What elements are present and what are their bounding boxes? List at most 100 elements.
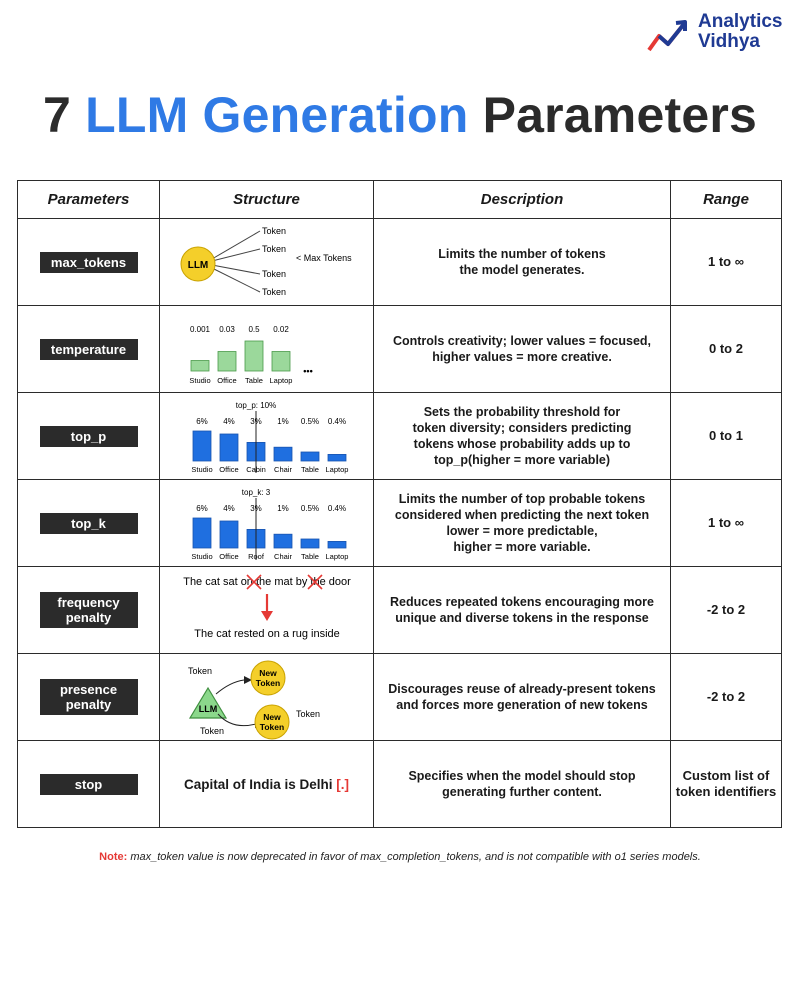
param-pill: top_k (39, 512, 138, 534)
table-header-row: Parameters Structure Description Range (17, 180, 782, 219)
bar-value-label: 6% (196, 417, 208, 426)
new-token-label: New (259, 668, 277, 678)
sentence-rewritten: The cat rested on a rug inside (194, 628, 340, 640)
description: Sets the probability threshold for token … (373, 392, 671, 480)
brand-name: Analytics Vidhya (698, 12, 782, 52)
probability-bar (192, 430, 212, 462)
new-token-node (254, 704, 290, 740)
probability-bar (273, 533, 293, 549)
bar-word-label: Studio (191, 552, 212, 561)
top-k-bars: Studio6%Office4%Roof3%Chair1%Table0.5%La… (191, 488, 348, 561)
param-pill: temperature (39, 338, 138, 360)
bar-word-label: Laptop (270, 376, 293, 385)
trend-arrow-icon (647, 20, 687, 52)
bar-value-label: 0.5 (248, 325, 260, 334)
range: -2 to 2 (670, 566, 782, 654)
arrow-curve (215, 679, 245, 695)
description: Controls creativity; lower values = focu… (373, 305, 671, 393)
structure-max-tokens: LLM Token Token Token Token < Max Tokens (159, 218, 374, 306)
llm-label: LLM (199, 704, 218, 714)
parameters-table: Parameters Structure Description Range m… (17, 180, 782, 828)
bar-value-label: 0.4% (328, 504, 346, 513)
arrow-down-icon (261, 594, 273, 621)
description: Limits the number of tokens the model gen… (373, 218, 671, 306)
new-token-label: Token (256, 678, 280, 688)
table-row: stop Capital of India is Delhi [.] Speci… (17, 740, 782, 828)
bar-value-label: 4% (223, 417, 235, 426)
bar-value-label: 0.03 (219, 325, 235, 334)
bar-word-label: Office (219, 552, 238, 561)
param-pill: top_p (39, 425, 138, 447)
arrow-head-icon (244, 676, 252, 684)
token-arrow (211, 264, 261, 275)
structure-temperature: Studio 0.001 Office 0.03 Table 0.5 Laptop 0.02 •… (159, 305, 374, 393)
repeated-word: the (256, 576, 271, 588)
token-label: Token (262, 244, 286, 254)
bar-value-label: 0.4% (328, 417, 346, 426)
top-p-bars: Studio6%Office4%Cabin3%Chair1%Table0.5%L… (191, 401, 349, 474)
param-pill: frequency penalty (39, 592, 138, 628)
range: 0 to 2 (670, 305, 782, 393)
footnote: Note: max_token value is now deprecated … (0, 851, 800, 863)
probability-bar (192, 517, 212, 549)
bar-value-label: 0.5% (301, 417, 319, 426)
structure-top-p: Studio 6% Office 4% Cabin 3% Chair 1% Table 0.5% L… (159, 392, 374, 480)
header-structure: Structure (159, 180, 374, 219)
probability-bar (327, 541, 347, 549)
title-highlight: LLM Generation (85, 87, 469, 143)
page-title: 7 LLM Generation Parameters (0, 86, 800, 144)
bar-value-label: 4% (223, 504, 235, 513)
ellipsis-label: ••• (303, 366, 312, 376)
bar-value-label: 0.001 (190, 325, 211, 334)
token-label: Token (188, 666, 212, 676)
probability-bar (273, 446, 293, 462)
sentence-part: mat by (271, 576, 310, 588)
sentence-part: The cat sat on (183, 576, 256, 588)
probability-bar (271, 351, 291, 372)
description: Discourages reuse of already-present tok… (373, 653, 671, 741)
probability-bar (217, 351, 237, 372)
table-row: temperature Studio 0.001 Office 0.03 Table 0.… (17, 305, 782, 393)
token-label: Token (262, 287, 286, 297)
note-label: Note: (99, 851, 128, 863)
bar-word-label: Table (301, 552, 319, 561)
repeated-word: the (310, 576, 325, 588)
bar-value-label: 6% (196, 504, 208, 513)
cutoff-label: top_k: 3 (242, 488, 271, 497)
stop-marker: [.] (336, 776, 350, 792)
new-token-label: New (263, 712, 281, 722)
bar-word-label: Table (245, 376, 263, 385)
stop-example: Capital of India is Delhi [.] (160, 777, 373, 792)
temperature-bars: Studio 0.001 Office 0.03 Table 0.5 Laptop 0.02 •… (189, 325, 312, 385)
bar-word-label: Studio (189, 376, 210, 385)
table-row: max_tokens LLM Token Token Token Token <… (17, 218, 782, 306)
llm-triangle-icon (188, 686, 228, 719)
sentence-part: door (326, 576, 351, 588)
bar-word-label: Table (301, 465, 319, 474)
param-pill: max_tokens (39, 251, 138, 273)
title-rest: Parameters (482, 87, 757, 143)
brand-logo: Analytics Vidhya (646, 12, 796, 54)
token-label: Token (296, 709, 320, 719)
cross-mark-icon (307, 574, 323, 590)
llm-node (180, 246, 216, 282)
table-row: presence penalty LLM New Token New Token … (17, 653, 782, 741)
new-token-node (250, 660, 286, 696)
table-row: top_k Studio 6% Office 4% Roof 3% Chair 1% Table… (17, 479, 782, 567)
note-text: max_token value is now deprecated in fav… (127, 851, 701, 863)
bar-word-label: Chair (274, 465, 292, 474)
structure-top-k: Studio 6% Office 4% Roof 3% Chair 1% Table 0.5% La… (159, 479, 374, 567)
range: Custom list of token identifiers (670, 740, 782, 828)
bar-value-label: 1% (277, 417, 289, 426)
structure-presence-penalty: LLM New Token New Token Token Token Toke… (159, 653, 374, 741)
bar-word-label: Chair (274, 552, 292, 561)
bar-word-label: Studio (191, 465, 212, 474)
probability-bar (300, 538, 320, 549)
table-row: frequency penalty The cat sat on the mat … (17, 566, 782, 654)
frequency-penalty-diagram: The cat sat on the mat by the door (183, 574, 351, 640)
table-row: top_p Studio 6% Office 4% Cabin 3% Chair 1% Tabl… (17, 392, 782, 480)
header-parameters: Parameters (17, 180, 160, 219)
bar-word-label: Laptop (326, 465, 349, 474)
structure-frequency-penalty: The cat sat on the mat by the door (159, 566, 374, 654)
range: 1 to ∞ (670, 479, 782, 567)
